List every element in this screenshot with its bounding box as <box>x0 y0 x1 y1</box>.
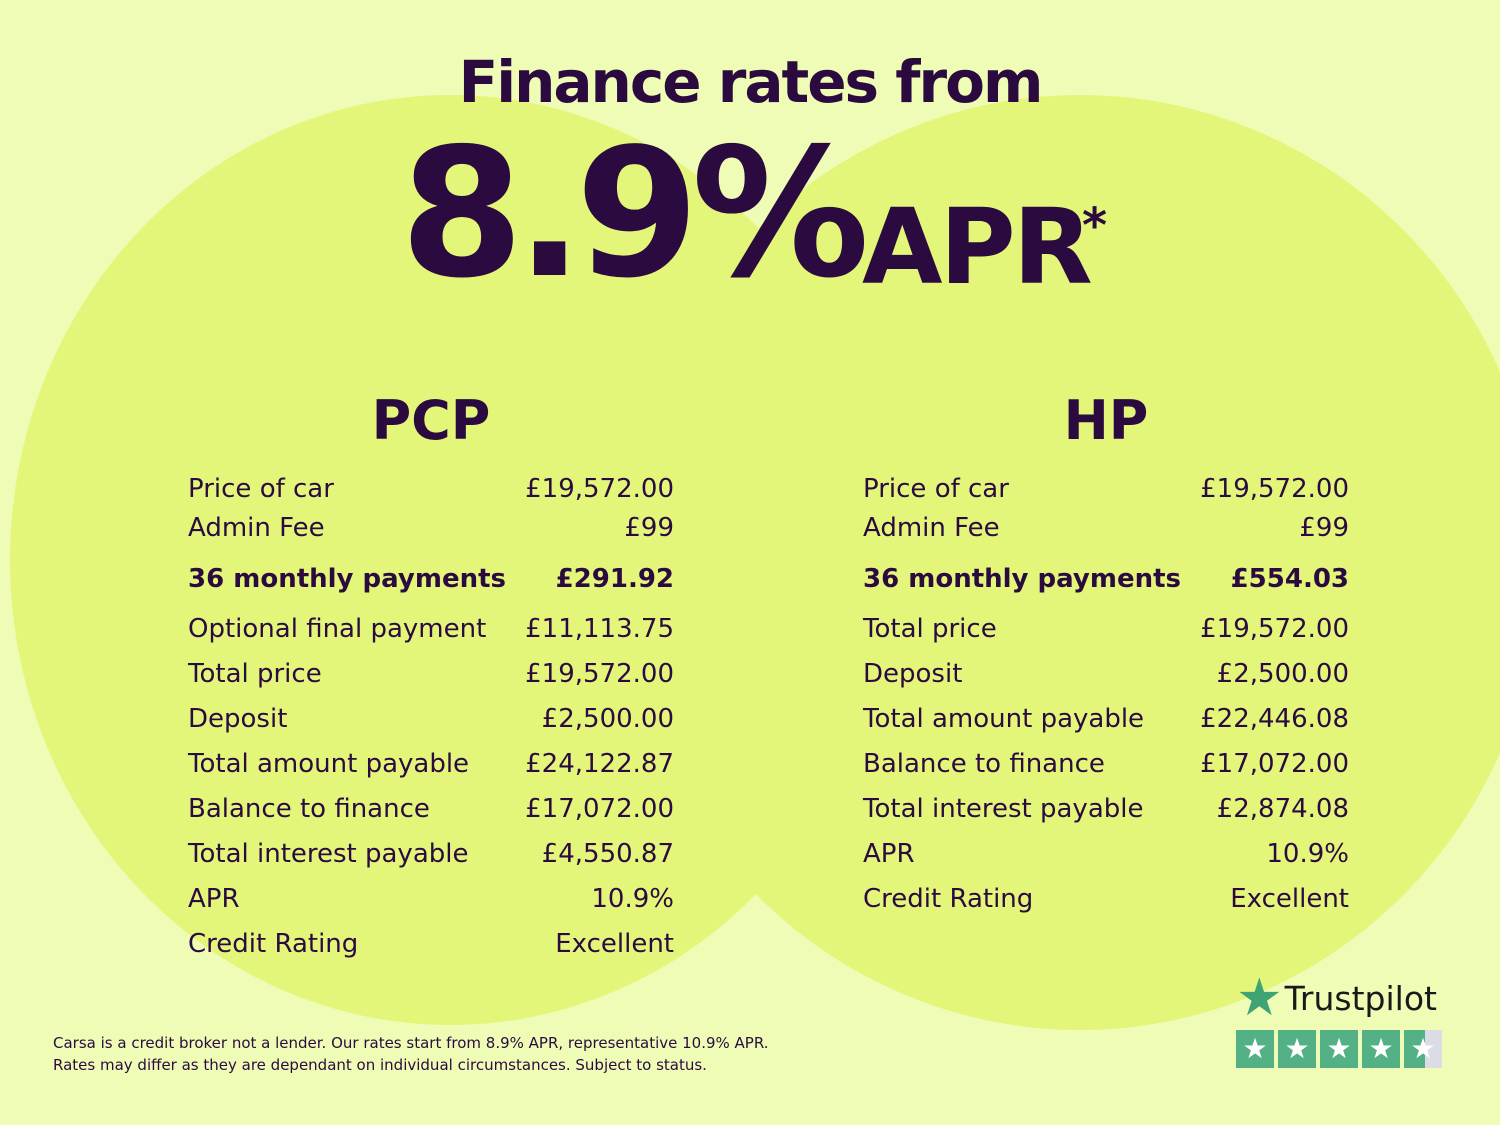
table-row: Total interest payable £4,550.87 <box>188 832 674 877</box>
row-value: £17,072.00 <box>525 794 674 824</box>
row-label: Balance to finance <box>863 749 1105 779</box>
rate-value: 8.9% <box>400 110 870 317</box>
row-value: £19,572.00 <box>1200 474 1349 504</box>
table-row: Total price £19,572.00 <box>188 652 674 697</box>
row-value: £11,113.75 <box>525 614 674 644</box>
table-row: 36 monthly payments £291.92 <box>188 551 674 607</box>
table-row: Credit Rating Excellent <box>863 877 1349 922</box>
table-row: APR 10.9% <box>863 832 1349 877</box>
headline: Finance rates from <box>458 48 1044 116</box>
hp-table: HP Price of car £19,572.00 Admin Fee £99 36 … <box>863 390 1349 922</box>
row-label: Admin Fee <box>188 513 325 543</box>
row-label: Credit Rating <box>188 929 359 959</box>
row-value: £19,572.00 <box>525 659 674 689</box>
table-row: Admin Fee £99 <box>863 506 1349 551</box>
table-row: Price of car £19,572.00 <box>863 472 1349 506</box>
rating-star-icon: ★ <box>1236 1030 1274 1068</box>
row-value: £291.92 <box>555 564 674 594</box>
row-label: 36 monthly payments <box>863 564 1181 594</box>
row-label: APR <box>188 884 240 914</box>
row-value: £19,572.00 <box>1200 614 1349 644</box>
row-value: £2,500.00 <box>1216 659 1349 689</box>
row-label: Admin Fee <box>863 513 1000 543</box>
row-label: Balance to finance <box>188 794 430 824</box>
rating-star-icon: ★ <box>1320 1030 1358 1068</box>
row-label: Price of car <box>863 474 1009 504</box>
rating-star-icon: ★ <box>1404 1030 1442 1068</box>
hp-rows: Price of car £19,572.00 Admin Fee £99 36 mon… <box>863 472 1349 922</box>
hp-heading: HP <box>1063 389 1149 452</box>
table-row: Total price £19,572.00 <box>863 607 1349 652</box>
trustpilot-star-icon: ★ <box>1236 968 1283 1028</box>
background-circle-right <box>620 95 1500 1030</box>
row-label: Optional final payment <box>188 614 487 644</box>
trustpilot-name: Trustpilot <box>1284 978 1437 1018</box>
row-label: Total price <box>188 659 322 689</box>
table-row: Deposit £2,500.00 <box>188 697 674 742</box>
row-label: Total interest payable <box>188 839 469 869</box>
row-value: £22,446.08 <box>1200 704 1349 734</box>
row-value: £99 <box>624 513 674 543</box>
table-row: 36 monthly payments £554.03 <box>863 551 1349 607</box>
apr-label: APR <box>862 186 1093 308</box>
row-value: £4,550.87 <box>541 839 674 869</box>
table-row: APR 10.9% <box>188 877 674 922</box>
trustpilot-rating: ★ ★ ★ ★ ★ <box>1236 1030 1442 1068</box>
row-value: Excellent <box>555 929 674 959</box>
table-row: Price of car £19,572.00 <box>188 472 674 506</box>
row-value: Excellent <box>1230 884 1349 914</box>
rating-star-icon: ★ <box>1278 1030 1316 1068</box>
row-label: Total price <box>863 614 997 644</box>
asterisk: * <box>1082 198 1108 254</box>
row-label: Total amount payable <box>863 704 1145 734</box>
row-value: £99 <box>1299 513 1349 543</box>
table-row: Total amount payable £22,446.08 <box>863 697 1349 742</box>
table-row: Total amount payable £24,122.87 <box>188 742 674 787</box>
row-value: 10.9% <box>1266 839 1349 869</box>
table-row: Balance to finance £17,072.00 <box>188 787 674 832</box>
table-row: Optional final payment £11,113.75 <box>188 607 674 652</box>
row-value: £19,572.00 <box>525 474 674 504</box>
row-label: Total amount payable <box>188 749 470 779</box>
row-label: Deposit <box>863 659 963 689</box>
row-value: £24,122.87 <box>525 749 674 779</box>
row-value: £17,072.00 <box>1200 749 1349 779</box>
table-row: Total interest payable £2,874.08 <box>863 787 1349 832</box>
disclaimer-line-2: Rates may differ as they are dependant o… <box>53 1056 707 1074</box>
row-label: Deposit <box>188 704 288 734</box>
row-label: APR <box>863 839 915 869</box>
pcp-rows: Price of car £19,572.00 Admin Fee £99 36 mon… <box>188 472 674 967</box>
row-value: £2,500.00 <box>541 704 674 734</box>
trustpilot-badge: ★ Trustpilot ★ ★ ★ ★ ★ <box>1236 972 1442 1068</box>
pcp-table: PCP Price of car £19,572.00 Admin Fee £99 36… <box>188 390 674 967</box>
row-value: £554.03 <box>1230 564 1349 594</box>
row-label: Price of car <box>188 474 334 504</box>
row-label: Total interest payable <box>863 794 1144 824</box>
row-value: £2,874.08 <box>1216 794 1349 824</box>
row-label: Credit Rating <box>863 884 1034 914</box>
table-row: Credit Rating Excellent <box>188 922 674 967</box>
table-row: Deposit £2,500.00 <box>863 652 1349 697</box>
disclaimer: Carsa is a credit broker not a lender. O… <box>53 1032 769 1076</box>
disclaimer-line-1: Carsa is a credit broker not a lender. O… <box>53 1034 769 1052</box>
pcp-heading: PCP <box>371 389 491 452</box>
rating-star-icon: ★ <box>1362 1030 1400 1068</box>
row-value: 10.9% <box>591 884 674 914</box>
row-label: 36 monthly payments <box>188 564 506 594</box>
table-row: Admin Fee £99 <box>188 506 674 551</box>
table-row: Balance to finance £17,072.00 <box>863 742 1349 787</box>
